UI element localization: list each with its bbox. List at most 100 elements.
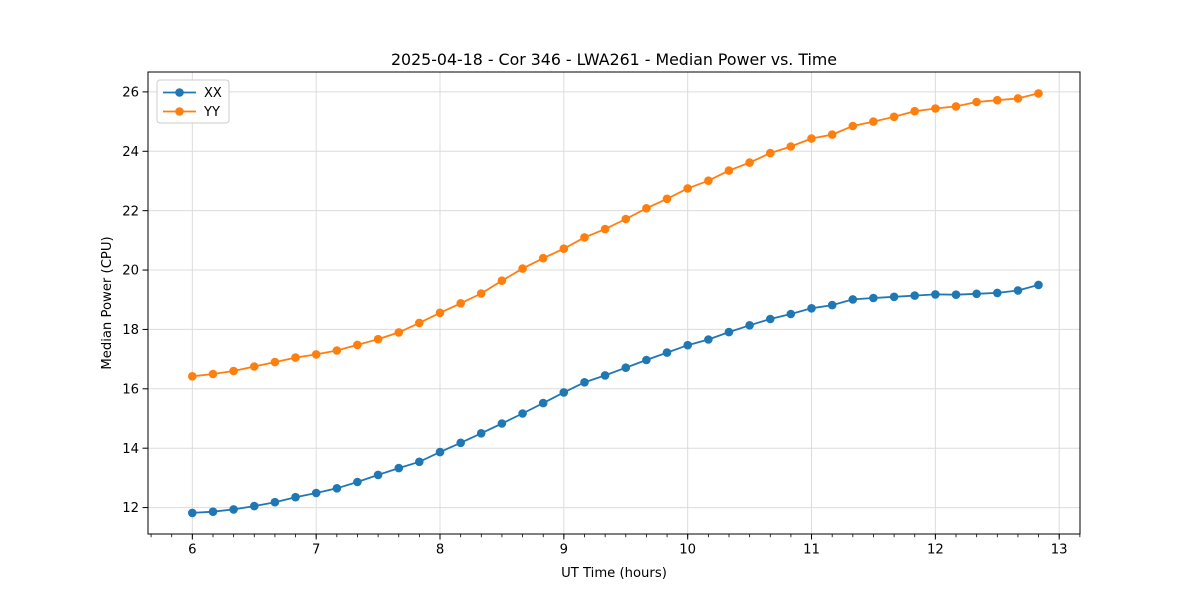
data-point-yy: [250, 362, 259, 371]
data-point-xx: [704, 335, 713, 344]
legend-item-xx: XX: [163, 86, 222, 101]
y-tick-label: 22: [122, 204, 139, 219]
data-point-yy: [476, 289, 486, 298]
y-axis-label: Median Power (CPU): [100, 236, 115, 369]
data-point-xx: [600, 371, 610, 380]
data-point-xx: [807, 304, 816, 313]
data-point-yy: [600, 224, 610, 234]
data-point-xx: [1034, 280, 1043, 290]
x-tick-label: 7: [312, 543, 320, 558]
data-point-xx: [311, 488, 321, 498]
data-point-yy: [951, 102, 961, 111]
y-tick-label: 26: [122, 85, 139, 100]
data-point-xx: [373, 470, 383, 480]
legend-marker-xx: [175, 88, 184, 97]
x-tick-label: 6: [188, 543, 196, 558]
grid-lines: [148, 72, 1080, 534]
data-point-yy: [332, 346, 342, 355]
data-point-xx: [683, 340, 692, 350]
data-point-xx: [848, 295, 858, 304]
data-point-yy: [394, 328, 404, 337]
data-point-xx: [786, 309, 796, 319]
data-point-yy: [724, 166, 734, 175]
x-tick-label: 9: [560, 543, 568, 558]
data-point-xx: [559, 388, 569, 397]
data-point-yy: [704, 176, 713, 185]
data-point-xx: [476, 429, 486, 438]
data-point-xx: [931, 290, 940, 299]
data-point-yy: [910, 106, 919, 116]
data-point-yy: [869, 117, 878, 126]
data-point-yy: [497, 276, 507, 286]
data-point-yy: [642, 204, 651, 213]
data-point-yy: [456, 299, 466, 308]
y-tick-label: 20: [122, 264, 139, 279]
data-point-yy: [827, 130, 837, 139]
data-point-yy: [972, 97, 981, 107]
x-tick-label: 11: [803, 543, 820, 558]
legend-marker-yy: [175, 107, 184, 116]
data-point-xx: [993, 288, 1002, 298]
data-point-yy: [538, 253, 548, 263]
y-tick-label: 18: [122, 323, 139, 338]
data-point-xx: [1013, 286, 1023, 295]
data-point-yy: [188, 372, 197, 381]
data-point-xx: [580, 378, 589, 387]
x-tick-label: 10: [679, 543, 696, 558]
legend: XX YY: [156, 79, 230, 124]
data-point-xx: [869, 293, 878, 303]
data-point-xx: [291, 492, 300, 502]
data-point-xx: [250, 501, 259, 511]
series-line-yy: [192, 92, 1039, 378]
legend-label-yy: YY: [203, 105, 220, 120]
data-point-xx: [229, 505, 238, 514]
data-point-yy: [415, 318, 424, 328]
data-point-xx: [662, 348, 672, 357]
data-point-xx: [394, 463, 404, 473]
series-line-xx: [192, 284, 1039, 514]
data-point-yy: [559, 244, 569, 253]
data-point-yy: [291, 353, 300, 362]
data-point-xx: [766, 314, 775, 324]
data-point-yy: [931, 104, 940, 113]
data-point-yy: [662, 194, 672, 204]
data-point-xx: [538, 398, 548, 408]
data-point-yy: [373, 334, 383, 344]
data-point-yy: [807, 134, 816, 143]
data-point-yy: [270, 357, 280, 367]
data-point-yy: [766, 148, 775, 158]
data-point-xx: [518, 409, 527, 418]
y-tick-label: 24: [122, 145, 139, 160]
data-point-yy: [786, 142, 796, 151]
x-axis-label: UT Time (hours): [561, 566, 667, 581]
chart-title: 2025-04-18 - Cor 346 - LWA261 - Median P…: [391, 50, 837, 69]
data-point-xx: [188, 508, 197, 518]
data-point-xx: [270, 497, 280, 507]
x-tick-label: 12: [927, 543, 944, 558]
data-point-yy: [435, 308, 445, 318]
data-point-xx: [972, 289, 981, 299]
data-point-xx: [497, 419, 507, 428]
data-point-yy: [683, 184, 692, 193]
data-point-xx: [910, 291, 919, 300]
data-point-xx: [642, 355, 651, 365]
data-point-yy: [745, 158, 754, 167]
series-plot: [188, 89, 1043, 518]
data-point-yy: [1013, 94, 1023, 103]
data-point-yy: [353, 340, 362, 350]
data-point-yy: [208, 369, 218, 379]
data-point-xx: [621, 363, 631, 373]
legend-label-xx: XX: [204, 86, 222, 101]
y-tick-label: 16: [122, 382, 139, 397]
data-point-yy: [311, 350, 321, 359]
data-point-xx: [745, 321, 754, 330]
data-point-xx: [827, 300, 837, 310]
data-point-xx: [724, 327, 734, 337]
data-point-xx: [353, 477, 362, 487]
data-point-yy: [889, 112, 899, 122]
x-tick-label: 8: [436, 543, 444, 558]
axes-frame: [147, 71, 1081, 535]
axis-ticks: [142, 91, 1081, 540]
